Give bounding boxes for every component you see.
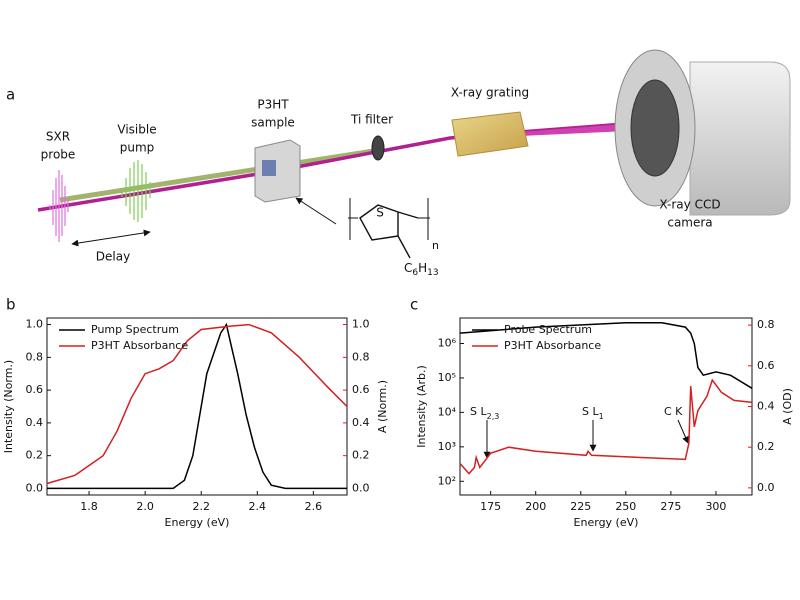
label: P3HT [257,98,289,112]
x-tick-label: 175 [480,500,501,513]
x-tick-label: 200 [525,500,546,513]
thiophene [359,204,411,259]
x-axis-label: Energy (eV) [574,516,639,529]
panel-letter: a [6,86,15,104]
label: pump [120,141,155,155]
delay-arrow [71,229,151,247]
y-tick-label: 10³ [438,440,456,453]
repeat-index: n [432,239,439,252]
h: H [418,261,427,275]
y2-tick-label: 0.2 [757,440,775,453]
annotation: S L2,3 [470,405,499,421]
label: X-ray CCD [659,198,720,212]
pump-pulse [121,160,151,222]
y2-tick-label: 0.2 [352,449,370,462]
y2-tick-label: 0.8 [352,350,370,363]
y-tick-label: 0.6 [26,383,44,396]
y-tick-label: 1.0 [26,318,44,331]
x-axis-label: Energy (eV) [165,516,230,529]
y-tick-label: 0.4 [26,416,44,429]
label: Delay [96,250,130,264]
side-chain: C6H13 [404,261,439,278]
series-line [47,322,347,490]
series-line [46,323,348,485]
legend-label: Pump Spectrum [91,323,179,336]
annotation-arrow [677,419,689,444]
label: Ti filter [350,113,393,127]
h-sub: 13 [427,268,438,278]
y2-tick-label: 0.0 [757,481,775,494]
x-tick-label: 1.8 [80,500,98,513]
legend-label: P3HT Absorbance [91,339,188,352]
legend-label: Probe Spectrum [504,323,592,336]
y-tick-label: 10⁶ [438,337,457,350]
annotation-sub: 2,3 [487,412,500,421]
y-tick-label: 10⁵ [438,371,456,384]
ti-filter [371,135,385,161]
y2-tick-label: 0.4 [757,400,775,413]
y-axis-label: Intensity (Norm.) [2,360,15,453]
panel-letter: c [410,296,418,314]
bond [397,211,419,219]
grating [451,111,529,157]
y-tick-label: 0.0 [26,481,44,494]
label: camera [667,216,712,230]
series-line [459,322,753,389]
x-tick-label: 2.2 [192,500,210,513]
x-tick-label: 275 [660,500,681,513]
bracket-right [418,198,430,240]
panel-letter: b [6,296,16,314]
camera-body [689,61,791,216]
label: X-ray grating [451,86,529,100]
setup-diagram: a SXR probe Visible pump Delay P3HT samp… [6,49,791,278]
label: SXR [46,130,70,144]
label: probe [41,148,76,162]
annotation-text: S L [582,405,599,418]
y2-tick-label: 0.4 [352,416,370,429]
pump-beam [59,147,381,203]
legend-label: P3HT Absorbance [504,339,601,352]
x-tick-label: 300 [705,500,726,513]
bracket-left [348,198,358,240]
y2-tick-label: 0.6 [352,383,370,396]
y-tick-label: 10² [438,474,456,487]
x-tick-label: 2.6 [305,500,323,513]
c: C [404,261,412,275]
sample-film [262,160,276,176]
series-line [459,378,753,475]
sxr-pulse [49,170,69,242]
x-tick-label: 225 [570,500,591,513]
x-tick-label: 2.0 [136,500,154,513]
y2-tick-label: 0.0 [352,481,370,494]
molecule-arrow [295,197,337,225]
annotation: C K [664,405,683,418]
y2-tick-label: 0.6 [757,359,775,372]
sample-holder [254,139,301,203]
c-sub: 6 [412,268,418,278]
atom: S [376,206,384,220]
annotation-sub: 1 [599,412,604,421]
camera-window [630,79,680,177]
x-tick-label: 2.4 [249,500,267,513]
y-tick-label: 10⁴ [438,405,457,418]
y2-tick-label: 1.0 [352,318,370,331]
y-tick-label: 0.2 [26,449,44,462]
y-tick-label: 0.8 [26,350,44,363]
annotation: S L1 [582,405,604,421]
y-axis-label: Intensity (Arb.) [415,365,428,447]
label: sample [251,116,295,130]
label: Visible [117,123,156,137]
y2-axis-label: A (Norm.) [376,380,389,433]
y2-axis-label: A (OD) [781,388,794,425]
x-tick-label: 250 [615,500,636,513]
annotation-text: S L [470,405,487,418]
y2-tick-label: 0.8 [757,318,775,331]
